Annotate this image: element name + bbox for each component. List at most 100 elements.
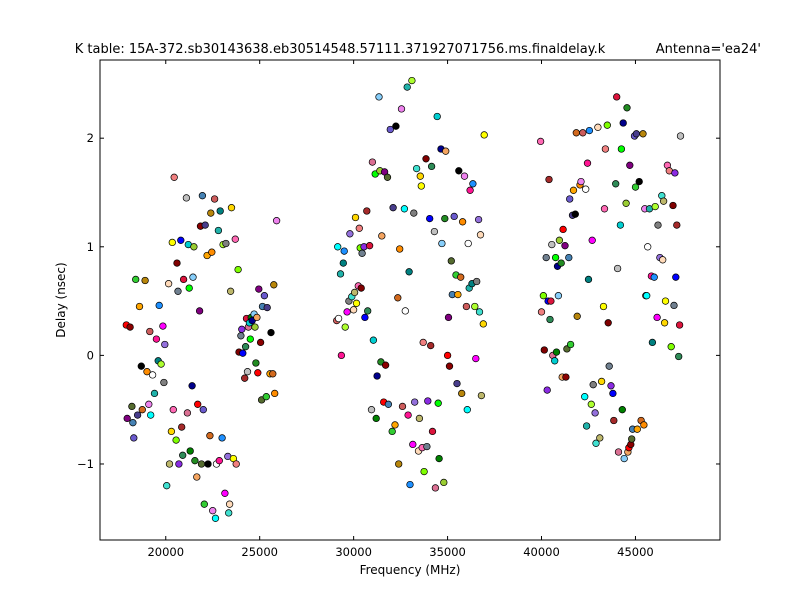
- data-point: [571, 210, 579, 218]
- data-point: [438, 239, 446, 248]
- y-tick-label: 2: [87, 131, 94, 145]
- data-point: [671, 169, 679, 177]
- data-point: [204, 460, 212, 468]
- data-point: [398, 402, 407, 411]
- data-point: [239, 349, 247, 357]
- data-point: [255, 285, 263, 293]
- data-point: [587, 400, 595, 408]
- data-point: [174, 287, 182, 295]
- data-point: [373, 372, 381, 380]
- data-point: [619, 119, 627, 127]
- data-point: [440, 478, 448, 487]
- data-point: [562, 373, 570, 381]
- data-point: [132, 275, 140, 284]
- plot-frame: [99, 59, 721, 541]
- data-point: [207, 209, 215, 217]
- data-point: [254, 369, 262, 377]
- data-point: [256, 338, 265, 347]
- data-point: [145, 400, 153, 408]
- data-point: [613, 264, 622, 273]
- data-point: [170, 173, 178, 181]
- ticks-layer: 20000 25000 30000 35000 40000 45000 −1 0 1 2: [77, 60, 720, 559]
- data-point: [474, 215, 483, 224]
- data-point: [404, 411, 412, 419]
- data-point: [150, 389, 159, 398]
- data-point: [458, 389, 466, 398]
- data-point: [673, 221, 681, 229]
- data-point: [591, 409, 599, 417]
- data-point: [464, 239, 472, 248]
- data-point: [660, 319, 669, 327]
- data-point: [234, 265, 242, 274]
- data-point: [395, 460, 403, 468]
- data-point: [208, 248, 216, 256]
- data-point: [640, 421, 648, 429]
- data-point: [147, 411, 155, 419]
- data-point: [427, 162, 436, 171]
- data-point: [410, 209, 418, 217]
- data-point: [361, 313, 369, 322]
- data-point: [165, 460, 174, 468]
- data-point: [226, 287, 235, 295]
- data-point: [592, 439, 600, 447]
- data-point: [561, 242, 569, 250]
- data-point: [412, 164, 421, 173]
- data-point: [384, 400, 393, 408]
- data-point: [383, 173, 392, 181]
- data-point: [186, 447, 194, 455]
- data-point: [349, 306, 358, 314]
- data-point: [480, 131, 488, 139]
- data-point: [272, 217, 281, 225]
- data-point: [365, 242, 374, 250]
- data-point: [581, 393, 589, 401]
- data-point: [557, 259, 565, 267]
- data-point: [554, 292, 563, 300]
- data-point: [209, 507, 217, 515]
- data-point: [388, 427, 396, 436]
- data-point: [198, 192, 207, 200]
- data-point: [543, 386, 551, 394]
- x-tick-label: 40000: [523, 545, 560, 559]
- data-point: [462, 302, 471, 311]
- data-point: [667, 343, 675, 351]
- data-point: [241, 374, 249, 382]
- data-point: [609, 389, 617, 398]
- data-point: [221, 489, 229, 497]
- data-point: [241, 343, 250, 351]
- data-point: [188, 382, 196, 390]
- data-point: [603, 121, 611, 129]
- x-tick-label: 25000: [241, 545, 278, 559]
- data-point: [588, 236, 596, 244]
- data-point: [163, 482, 171, 490]
- data-point: [577, 177, 585, 186]
- data-point: [585, 126, 594, 135]
- data-point: [378, 232, 386, 240]
- data-point: [441, 214, 449, 223]
- data-point: [157, 360, 165, 368]
- data-point: [271, 389, 279, 398]
- data-point: [128, 402, 136, 411]
- data-point: [334, 243, 342, 251]
- data-point: [177, 236, 185, 244]
- y-axis-label: Delay (nsec): [54, 262, 68, 337]
- data-point: [227, 204, 236, 212]
- data-point: [623, 104, 631, 112]
- data-point: [433, 112, 441, 121]
- data-point: [469, 180, 477, 188]
- data-point: [195, 307, 204, 315]
- data-point: [246, 335, 254, 343]
- data-point: [185, 284, 193, 292]
- data-point: [536, 137, 545, 146]
- data-point: [391, 421, 399, 429]
- data-point: [424, 397, 432, 405]
- data-point: [659, 256, 667, 264]
- data-point: [427, 341, 435, 350]
- data-point: [364, 307, 372, 315]
- data-point: [670, 301, 678, 310]
- data-point: [635, 177, 643, 186]
- data-point: [613, 93, 621, 101]
- data-point: [416, 172, 424, 180]
- data-point: [182, 194, 191, 202]
